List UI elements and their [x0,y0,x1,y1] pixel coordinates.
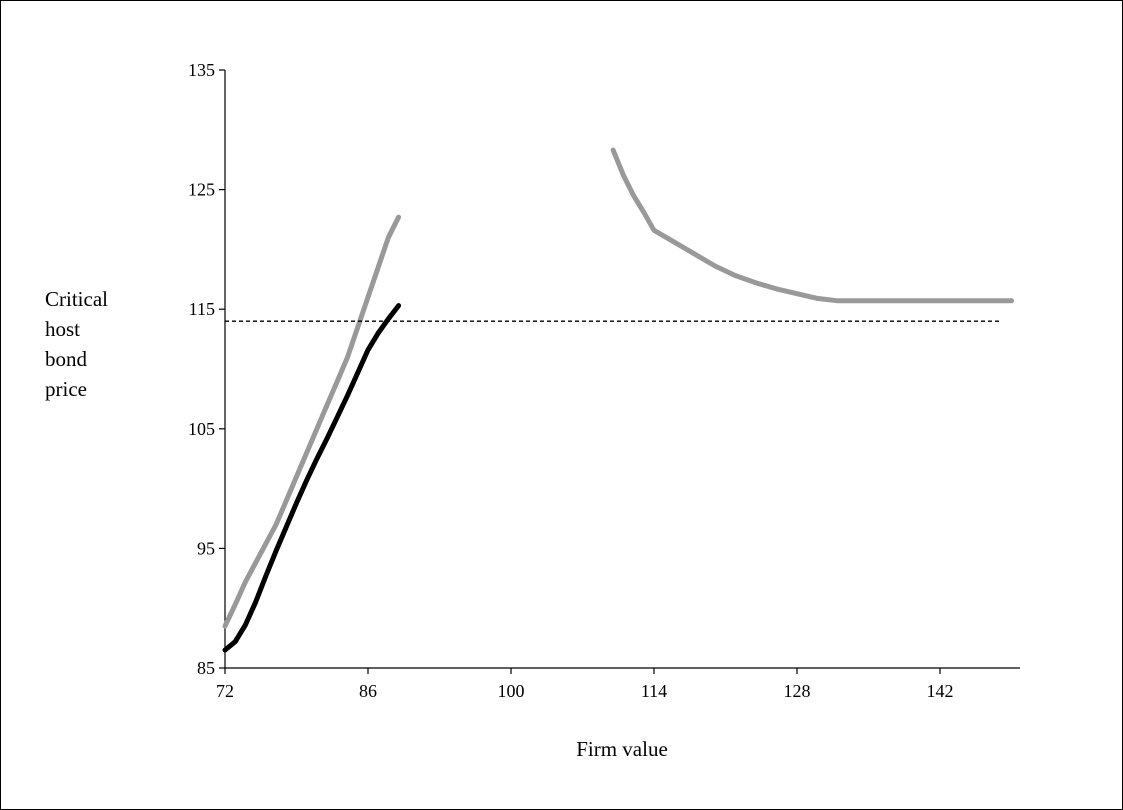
y-tick-label: 95 [197,538,215,558]
series-line-1 [222,214,402,629]
x-tick-label: 142 [927,681,954,701]
x-tick-label: 86 [359,681,377,701]
y-axis-title-line: Critical [45,287,108,311]
y-axis-title-line: bond [45,347,87,371]
x-tick-label: 128 [784,681,811,701]
x-tick-label: 114 [641,681,667,701]
y-axis-title-line: price [45,377,87,401]
series-line-2 [222,303,402,653]
y-tick-label: 115 [189,299,215,319]
series-line-3 [610,147,1014,304]
x-axis-title: Firm value [576,737,668,761]
y-tick-label: 135 [188,60,215,80]
x-tick-label: 72 [216,681,234,701]
y-tick-label: 105 [188,419,215,439]
x-tick-label: 100 [498,681,525,701]
y-axis-title-line: host [45,317,81,341]
y-tick-label: 125 [188,180,215,200]
y-axis-title: Critical host bond price [45,284,165,404]
y-tick-label: 85 [197,658,215,678]
